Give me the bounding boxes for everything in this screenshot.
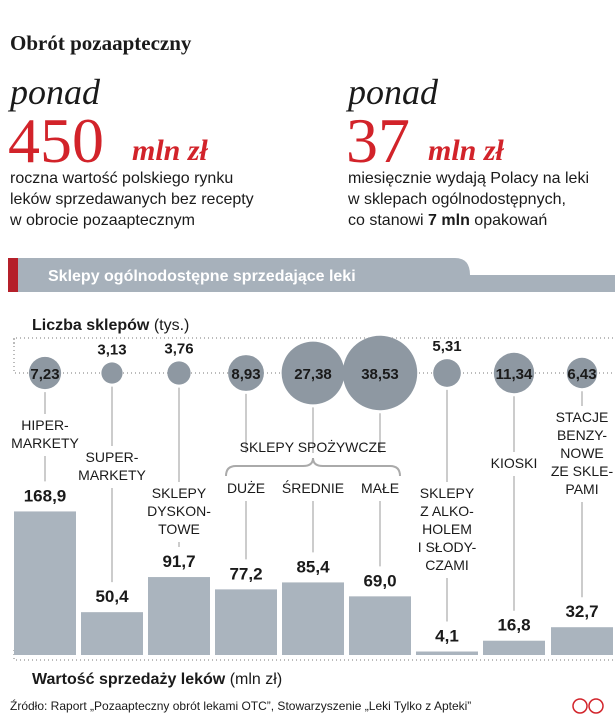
bubble — [342, 335, 418, 411]
bar-label: 168,9 — [24, 486, 67, 505]
category-label: KIOSKI — [491, 455, 538, 471]
category-label: DUŻE — [227, 479, 265, 496]
category-label: SKLEPY Z ALKO-HOLEM I SŁODY-CZAMI — [418, 485, 477, 573]
prefix: ponad — [7, 72, 101, 112]
bar — [551, 627, 613, 655]
bubble-label: 6,43 — [567, 366, 596, 383]
bar-label: 16,8 — [497, 616, 530, 635]
bar — [14, 511, 76, 655]
bar-label: 85,4 — [296, 557, 330, 576]
category-label: ŚREDNIE — [282, 479, 344, 496]
banner — [8, 258, 470, 292]
bubble-label: 11,34 — [496, 366, 533, 383]
bubble — [28, 356, 62, 390]
category-label: HIPER-MARKETY — [11, 417, 79, 451]
bubble-label: 8,93 — [231, 366, 260, 383]
desc: opakowań — [474, 212, 547, 229]
bubble-label: 27,38 — [294, 366, 332, 383]
bubble — [101, 362, 123, 384]
bar — [483, 640, 545, 655]
chart-title: Sklepy ogólnodostępne sprzedające leki — [48, 268, 356, 285]
bubble-label: 3,76 — [164, 340, 193, 357]
big-number: 450 — [8, 105, 104, 176]
bubble-label: 3,13 — [97, 341, 126, 358]
axis-label: Liczba sklepów (tys.) — [32, 317, 189, 334]
axis-unit: (tys.) — [154, 317, 190, 334]
big-number: 37 — [346, 105, 410, 176]
bubble-label: 38,53 — [361, 366, 399, 383]
bubble — [433, 359, 461, 387]
banner-line — [470, 275, 615, 292]
source: Źródło: Raport „Pozaapteczny obrót lekam… — [10, 698, 471, 713]
title: Obrót pozaapteczny — [10, 31, 192, 55]
group-bracket — [225, 457, 401, 477]
bar-label: 91,7 — [162, 552, 195, 571]
bar — [81, 612, 143, 655]
bar — [416, 651, 478, 655]
desc: w sklepach ogólnodostępnych, — [347, 191, 566, 208]
plot: 7,23 HIPER-MARKETY 168,9 3,13 SUPER-MARKETY 5… — [11, 335, 614, 655]
category-label: SKLEPY DYSKON-TOWE — [147, 485, 211, 537]
desc: leków sprzedawanych bez recepty — [10, 191, 254, 208]
bar — [349, 596, 411, 655]
axis-name: Liczba sklepów — [32, 317, 150, 334]
bubble — [281, 341, 345, 405]
category-label: STACJE BENZY-NOWE ZE SKLE-PAMI — [551, 409, 614, 497]
desc-bold: 7 mln — [428, 212, 470, 229]
bar — [282, 582, 344, 655]
bar — [148, 577, 210, 655]
logo — [588, 698, 604, 714]
axis-name: Wartość sprzedaży leków — [32, 671, 226, 688]
banner-tab — [8, 258, 18, 292]
bar-label: 4,1 — [435, 627, 459, 646]
bar-label: 69,0 — [363, 571, 396, 590]
bar — [215, 589, 277, 655]
bubble-label: 7,23 — [30, 366, 59, 383]
bar-label: 32,7 — [565, 602, 598, 621]
desc: co stanowi 7 mln opakowań — [348, 212, 547, 229]
bar-label: 50,4 — [95, 587, 129, 606]
category-label: SUPER-MARKETY — [78, 449, 146, 483]
desc: co stanowi — [348, 212, 424, 229]
unit: mln zł — [132, 134, 209, 167]
prefix: ponad — [345, 72, 439, 112]
bubble — [493, 352, 535, 394]
bar-label: 77,2 — [229, 564, 262, 583]
group-label: SKLEPY SPOŻYWCZE — [240, 438, 387, 455]
bubble — [228, 355, 264, 391]
bubble — [167, 361, 191, 385]
desc: roczna wartość polskiego rynku — [10, 170, 233, 187]
desc: miesięcznie wydają Polacy na leki — [348, 170, 589, 187]
axis-label: Wartość sprzedaży leków (mln zł) — [32, 671, 282, 688]
category-label: MAŁE — [361, 480, 399, 496]
unit: mln zł — [428, 134, 505, 167]
bubble-label: 5,31 — [432, 338, 461, 355]
bubble — [566, 357, 598, 389]
logo — [572, 698, 588, 714]
desc: w obrocie pozaaptecznym — [9, 212, 195, 229]
axis-unit: (mln zł) — [230, 671, 282, 688]
